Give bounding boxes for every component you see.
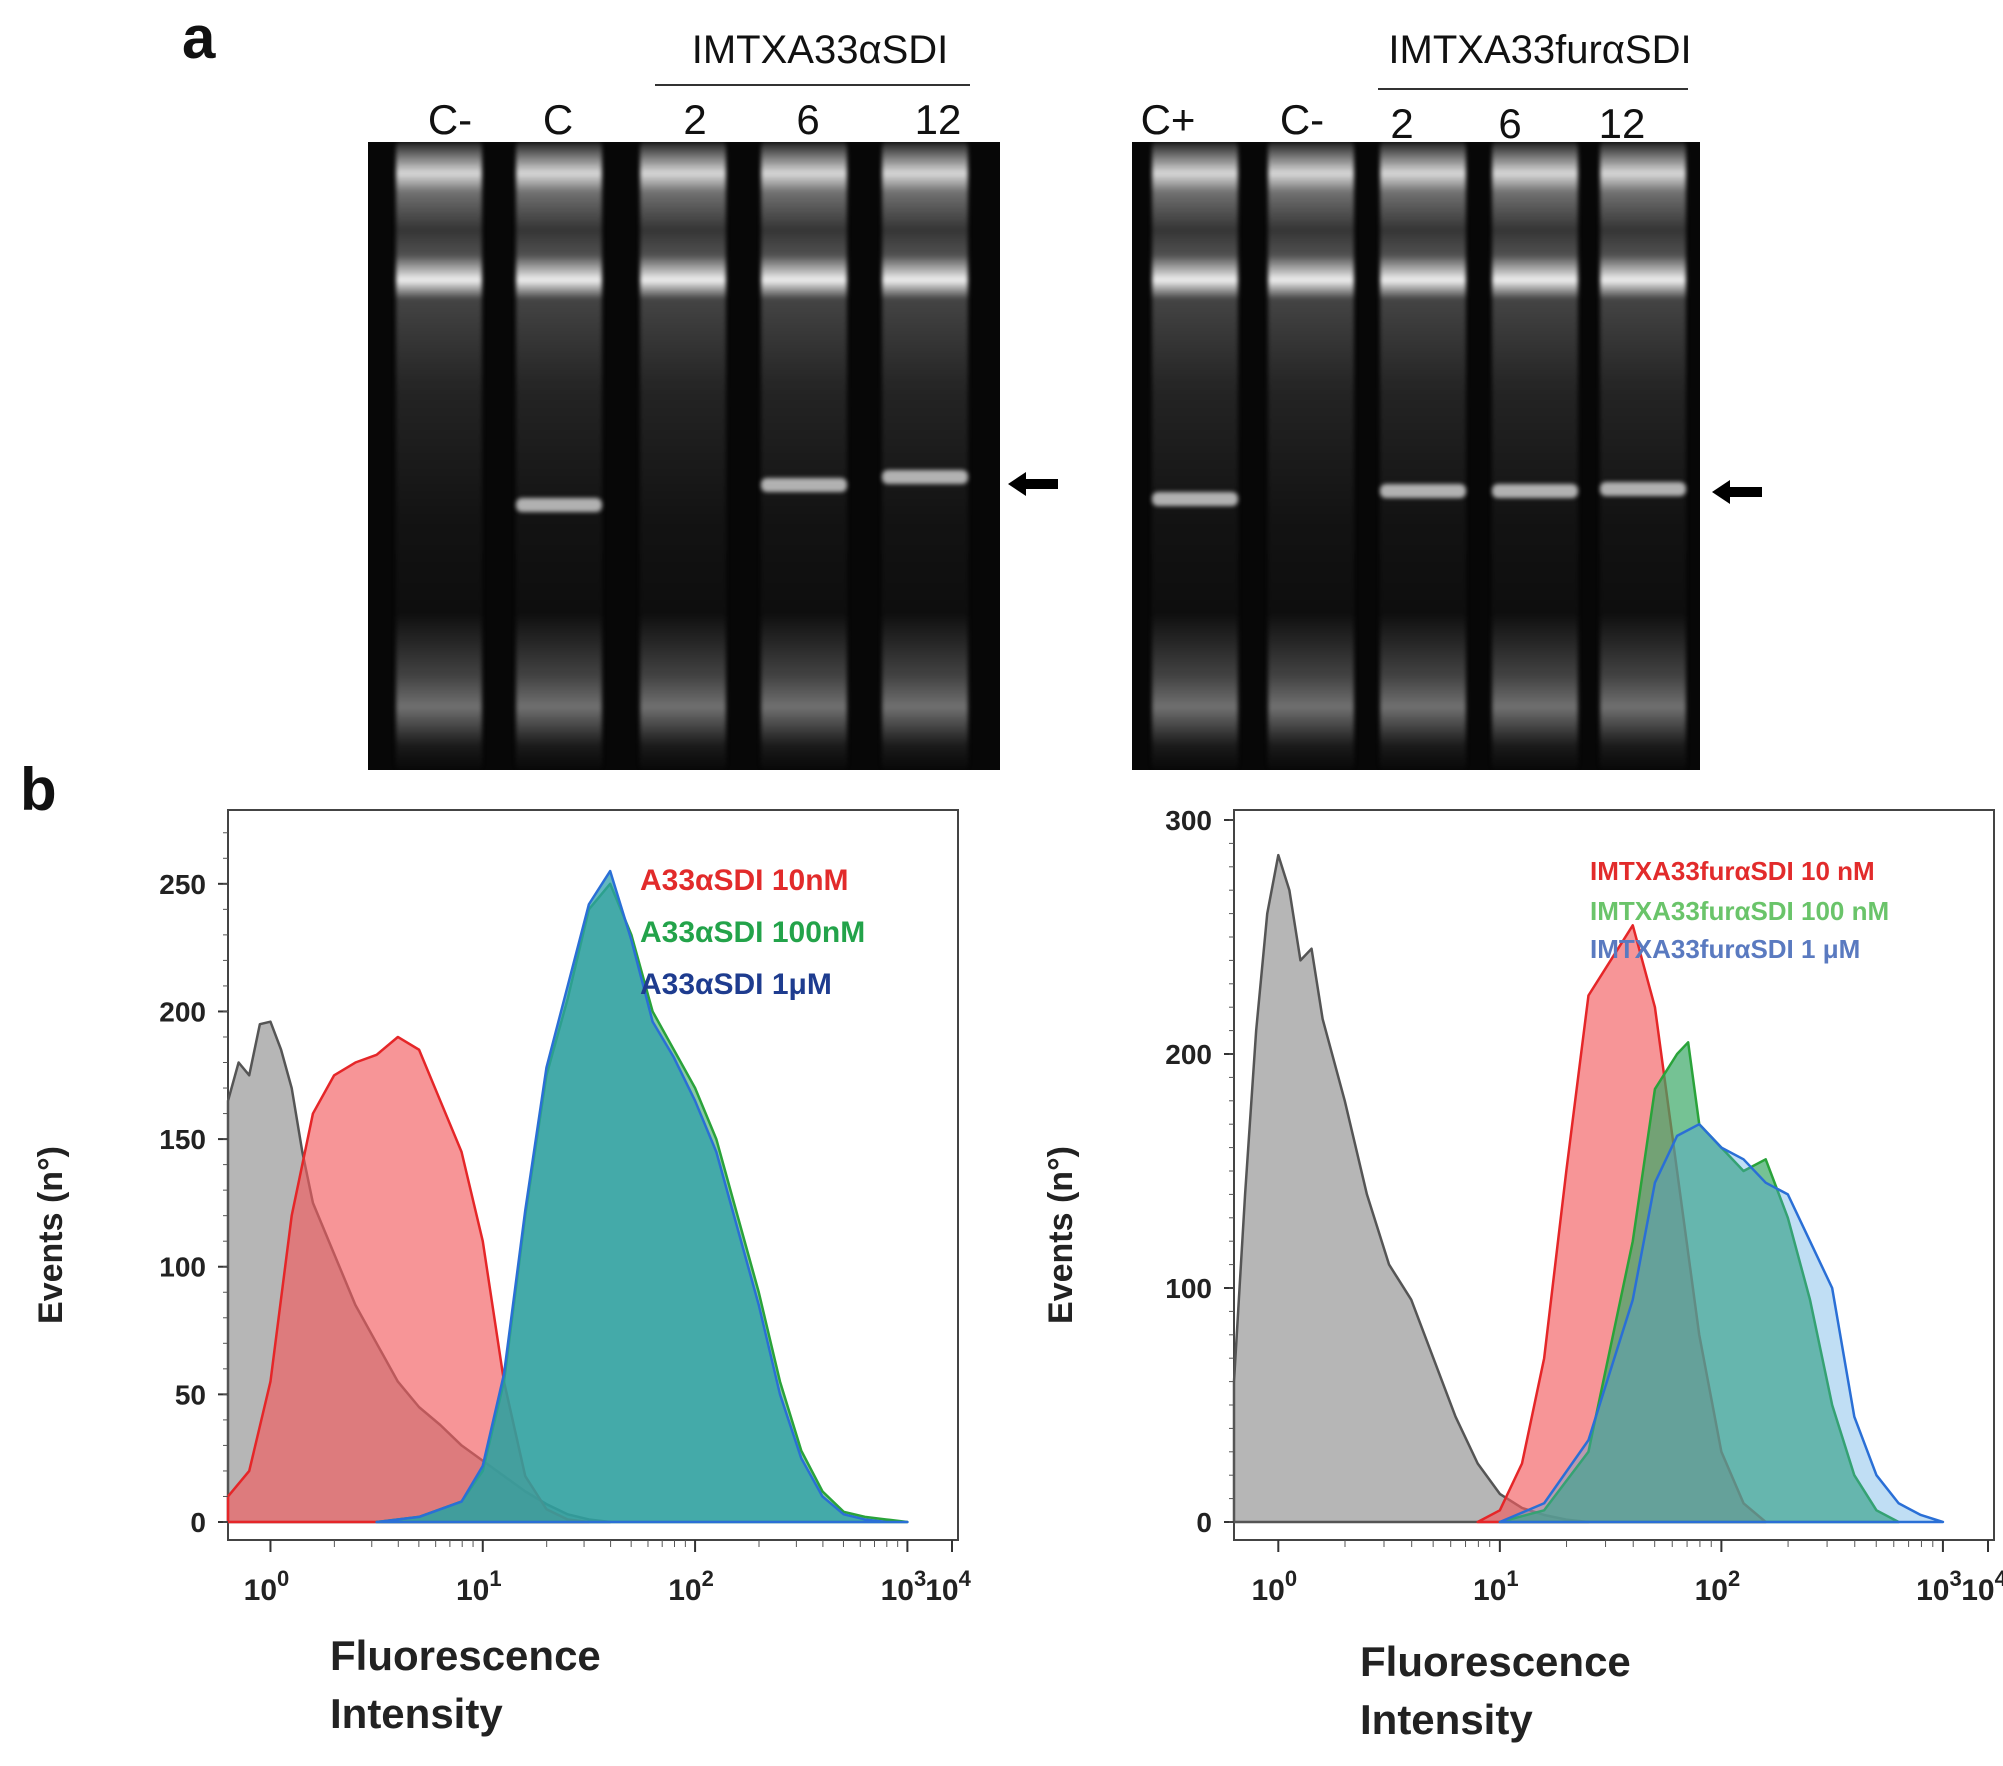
gel-left-lane-label: 2 [683,96,707,143]
gel-left-lane-label: C [542,96,574,143]
gel-lane [761,142,847,770]
x-tick-label: 100 [244,1566,290,1607]
y-axis-label: Events (n°) [1042,1146,1080,1324]
gel-left-group-line [655,84,970,86]
x-tick-label: 103 [1916,1566,1962,1607]
gel-lane [1600,142,1686,770]
histogram-series-area [1498,1122,1945,1524]
y-tick-label: 150 [159,1124,206,1155]
gel-right-group-line [1378,88,1688,90]
x-axis-label-line2: Intensity [330,1690,503,1737]
gel-right-group-title: IMTXA33furαSDI [1388,28,1692,72]
gel-left-lane-label: 12 [914,96,962,143]
gel-lane [1152,142,1238,770]
x-tick-label: 102 [1695,1566,1741,1607]
legend-entry: IMTXA33furαSDI 1 μM [1590,934,1860,964]
panel-b-letter: b [20,756,57,823]
x-tick-label: 101 [1473,1566,1519,1607]
gel-right-lane-label: 12 [1598,100,1646,147]
y-tick-label: 300 [1165,805,1212,836]
gel-lane [640,142,726,770]
gel-lane [882,142,968,770]
gel-lane [1268,142,1354,770]
histogram-chart-right: 0 100 200 300 100 101 102 103 104 Events (n°) Fluo… [1042,805,2003,1743]
x-axis-label-line2: Intensity [1360,1696,1533,1743]
gel-band [1380,484,1466,498]
gel-right-lane-label: C+ [1140,96,1196,143]
x-tick-label: 100 [1251,1566,1297,1607]
gel-band [1600,482,1686,496]
gel-band [882,470,968,484]
gel-right-lane-label: 6 [1498,100,1522,147]
legend-entry: A33αSDI 1μM [640,968,832,1001]
gel-left-band-arrow-icon [1008,472,1058,496]
y-tick-label: 250 [159,869,206,900]
gel-lane [396,142,482,770]
x-tick-label: 102 [668,1566,714,1607]
gel-left-image [368,142,1000,770]
gel-right-band-arrow-icon [1712,480,1762,504]
gel-right-lane-label: C- [1279,96,1325,143]
gel-band [516,498,602,512]
gel-left-group-title: IMTXA33αSDI [691,28,949,72]
legend-entry: A33αSDI 100nM [640,916,865,949]
y-tick-label: 200 [159,996,206,1027]
y-tick-label: 200 [1165,1039,1212,1070]
gel-band [761,478,847,492]
gel-band [1492,484,1578,498]
panel-a-letter: a [182,4,216,71]
legend-entry: A33αSDI 10nM [640,864,849,897]
y-tick-label: 50 [175,1379,206,1410]
y-tick-label: 0 [1196,1507,1212,1538]
gel-lane [516,142,602,770]
x-axis-label-line1: Fluorescence [330,1632,601,1679]
gel-left-lane-label: 6 [796,96,820,143]
x-tick-label: 101 [456,1566,502,1607]
gel-lane [1380,142,1466,770]
gel-right-lane-label: 2 [1390,100,1414,147]
histogram-series-area [375,869,909,1524]
legend-entry: IMTXA33furαSDI 100 nM [1590,896,1889,926]
legend-entry: IMTXA33furαSDI 10 nM [1590,856,1875,886]
y-tick-label: 0 [190,1507,206,1538]
gel-right-image [1132,142,1700,770]
x-tick-label: 103 [881,1566,927,1607]
y-tick-label: 100 [1165,1273,1212,1304]
y-tick-label: 100 [159,1252,206,1283]
gel-band [1152,492,1238,506]
x-axis-label-line1: Fluorescence [1360,1638,1631,1685]
gel-lane [1492,142,1578,770]
gel-left-lane-label: C- [427,96,473,143]
x-tick-label: 104 [1961,1566,2003,1607]
x-tick-label: 104 [925,1566,971,1607]
y-axis-label: Events (n°) [32,1146,70,1324]
